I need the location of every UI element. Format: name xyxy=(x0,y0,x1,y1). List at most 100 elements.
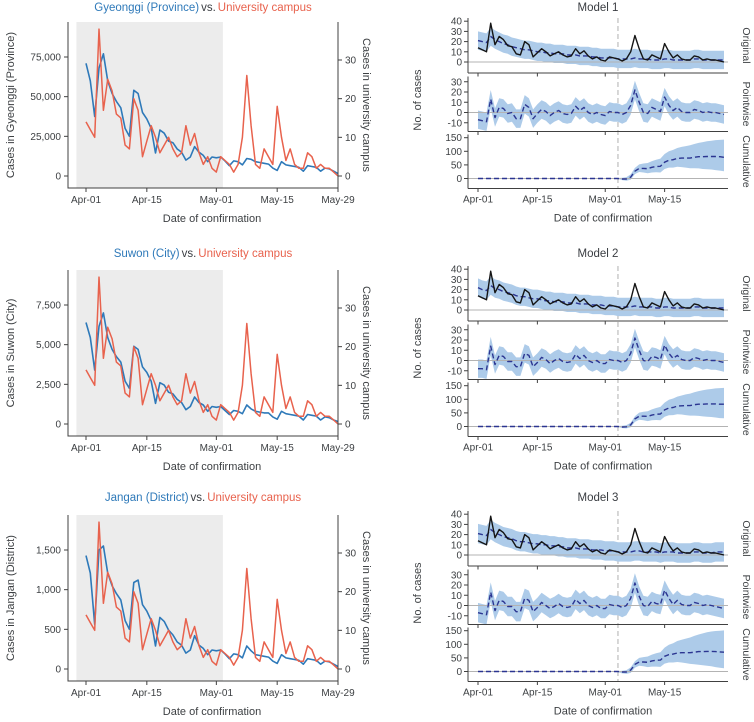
y-tick-label: 50 xyxy=(451,653,463,664)
x-tick-label: May-01 xyxy=(200,688,234,699)
y-tick-label: 0 xyxy=(345,172,351,183)
x-tick-label: May-15 xyxy=(648,443,682,454)
cumulative-effect-line xyxy=(478,650,725,673)
y-tick-label: 10 xyxy=(345,381,357,392)
panel-model-2: Model 2 0 10 20 30 40 -10 0 10 20 30 0 50 100 150 Apr-… xyxy=(377,240,754,481)
x-tick-label: May-29 xyxy=(321,443,355,454)
y-axis-title-right: Cases in university campus xyxy=(360,531,372,665)
y-tick-label: 20 xyxy=(451,88,463,99)
suwon-chart: Apr-01 Apr-15 May-01 May-15 May-29 0 2,500 5,00… xyxy=(5,270,372,473)
y-tick-label: 20 xyxy=(345,94,357,105)
jangan-chart: Apr-01 Apr-15 May-01 May-15 May-29 0 500 1,000 1… xyxy=(5,515,372,718)
panel-title: Gyeonggi (Province) vs. University campus xyxy=(29,2,377,14)
y-tick-label: 40 xyxy=(451,265,463,276)
panel-title: Jangan (District) vs. University campus xyxy=(29,492,377,504)
y-tick-label: 5,000 xyxy=(36,340,61,351)
campus-cases-line xyxy=(85,521,339,670)
predicted-line xyxy=(477,284,724,309)
y-tick-label: -10 xyxy=(448,118,463,129)
x-tick-label: May-01 xyxy=(200,443,234,454)
y-tick-label: 0 xyxy=(456,58,462,69)
panel-title: Model 3 xyxy=(470,492,726,504)
y-tick-label: 40 xyxy=(451,17,463,28)
y-tick-label: 30 xyxy=(345,549,357,560)
title-campus-name: University campus xyxy=(207,492,302,504)
title-campus-name: University campus xyxy=(198,248,293,260)
y-tick-label: 50,000 xyxy=(30,92,61,103)
y-tick-label: 20 xyxy=(451,285,463,296)
region-cases-line xyxy=(85,312,339,423)
campus-cases-line xyxy=(85,28,339,177)
title-region-name: Jangan (District) xyxy=(104,492,189,504)
x-tick-label: Apr-15 xyxy=(522,443,552,454)
x-tick-label: Apr-01 xyxy=(71,195,101,206)
facet-label: Pointwise xyxy=(740,575,752,620)
y-tick-label: 2,500 xyxy=(36,380,61,391)
x-tick-label: Apr-01 xyxy=(71,688,101,699)
y-tick-label: 150 xyxy=(445,381,462,392)
y-tick-label: 100 xyxy=(445,395,462,406)
facet-label: Original xyxy=(740,27,752,63)
predicted-line xyxy=(477,35,724,61)
prediction-band xyxy=(478,519,724,563)
axes-spines xyxy=(67,270,339,437)
x-tick-label: Apr-01 xyxy=(463,195,493,206)
y-tick-label: 50 xyxy=(451,408,463,419)
region-cases-line xyxy=(85,52,339,175)
cumulative-effect-line xyxy=(478,155,725,180)
y-tick-label: 75,000 xyxy=(30,53,61,64)
y-tick-label: 10 xyxy=(451,98,463,109)
y-axis-title-left: Cases in Jangan (District) xyxy=(5,535,17,661)
x-axis-title: Date of confirmation xyxy=(554,461,652,473)
region-cases-line xyxy=(85,545,339,668)
y-tick-label: 10 xyxy=(345,133,357,144)
y-tick-label: 0 xyxy=(456,667,462,678)
y-tick-label: 30 xyxy=(451,570,463,581)
title-region-name: Gyeonggi (Province) xyxy=(94,2,200,14)
y-tick-label: 40 xyxy=(451,510,463,521)
x-tick-label: Apr-01 xyxy=(463,443,493,454)
x-tick-label: May-29 xyxy=(321,688,355,699)
observed-line xyxy=(477,270,725,311)
x-tick-label: May-01 xyxy=(200,195,234,206)
title-region-name: Suwon (City) xyxy=(113,248,180,260)
facet-label: Cumulative xyxy=(740,628,752,681)
y-tick-label: 10 xyxy=(451,47,463,58)
pointwise-effect-line xyxy=(478,337,725,371)
y-tick-label: 25,000 xyxy=(30,132,61,143)
x-tick-label: May-15 xyxy=(648,195,682,206)
y-tick-label: 30 xyxy=(451,325,463,336)
y-tick-label: 1,500 xyxy=(36,546,61,557)
y-tick-label: 100 xyxy=(445,640,462,651)
x-tick-label: May-15 xyxy=(648,688,682,699)
pointwise-effect-line xyxy=(477,582,725,616)
prediction-band xyxy=(478,276,724,318)
title-vs: vs. xyxy=(201,2,216,14)
y-axis-title: No. of cases xyxy=(412,69,424,131)
panel-title: Model 2 xyxy=(470,248,726,260)
x-axis-title: Date of confirmation xyxy=(554,213,652,225)
panel-model-3: Model 3 0 10 20 30 40 -10 0 10 20 30 0 50 100 150 Apr-… xyxy=(377,481,754,722)
x-axis-title: Date of confirmation xyxy=(163,213,261,225)
panel-title: Model 1 xyxy=(470,2,726,14)
x-tick-label: May-01 xyxy=(589,195,623,206)
x-tick-label: Apr-15 xyxy=(132,688,162,699)
y-tick-label: 10 xyxy=(451,295,463,306)
y-tick-label: 0 xyxy=(345,665,351,676)
title-model: Model 3 xyxy=(577,492,619,504)
facet-label: Pointwise xyxy=(740,82,752,127)
y-tick-label: 30 xyxy=(345,56,357,67)
x-tick-label: May-01 xyxy=(589,688,623,699)
y-tick-label: 0 xyxy=(456,174,462,185)
cumulative-band xyxy=(613,630,724,674)
x-tick-label: Apr-15 xyxy=(522,688,552,699)
y-tick-label: 20 xyxy=(451,581,463,592)
y-tick-label: 100 xyxy=(445,147,462,158)
x-tick-label: May-15 xyxy=(261,688,295,699)
title-vs: vs. xyxy=(190,492,206,504)
y-axis-title-left: Cases in Suwon (City) xyxy=(5,299,17,408)
pointwise-band xyxy=(478,328,724,379)
y-axis-title-right: Cases in university campus xyxy=(360,38,372,172)
y-tick-label: 10 xyxy=(345,626,357,637)
facet-label: Cumulative xyxy=(740,135,752,188)
